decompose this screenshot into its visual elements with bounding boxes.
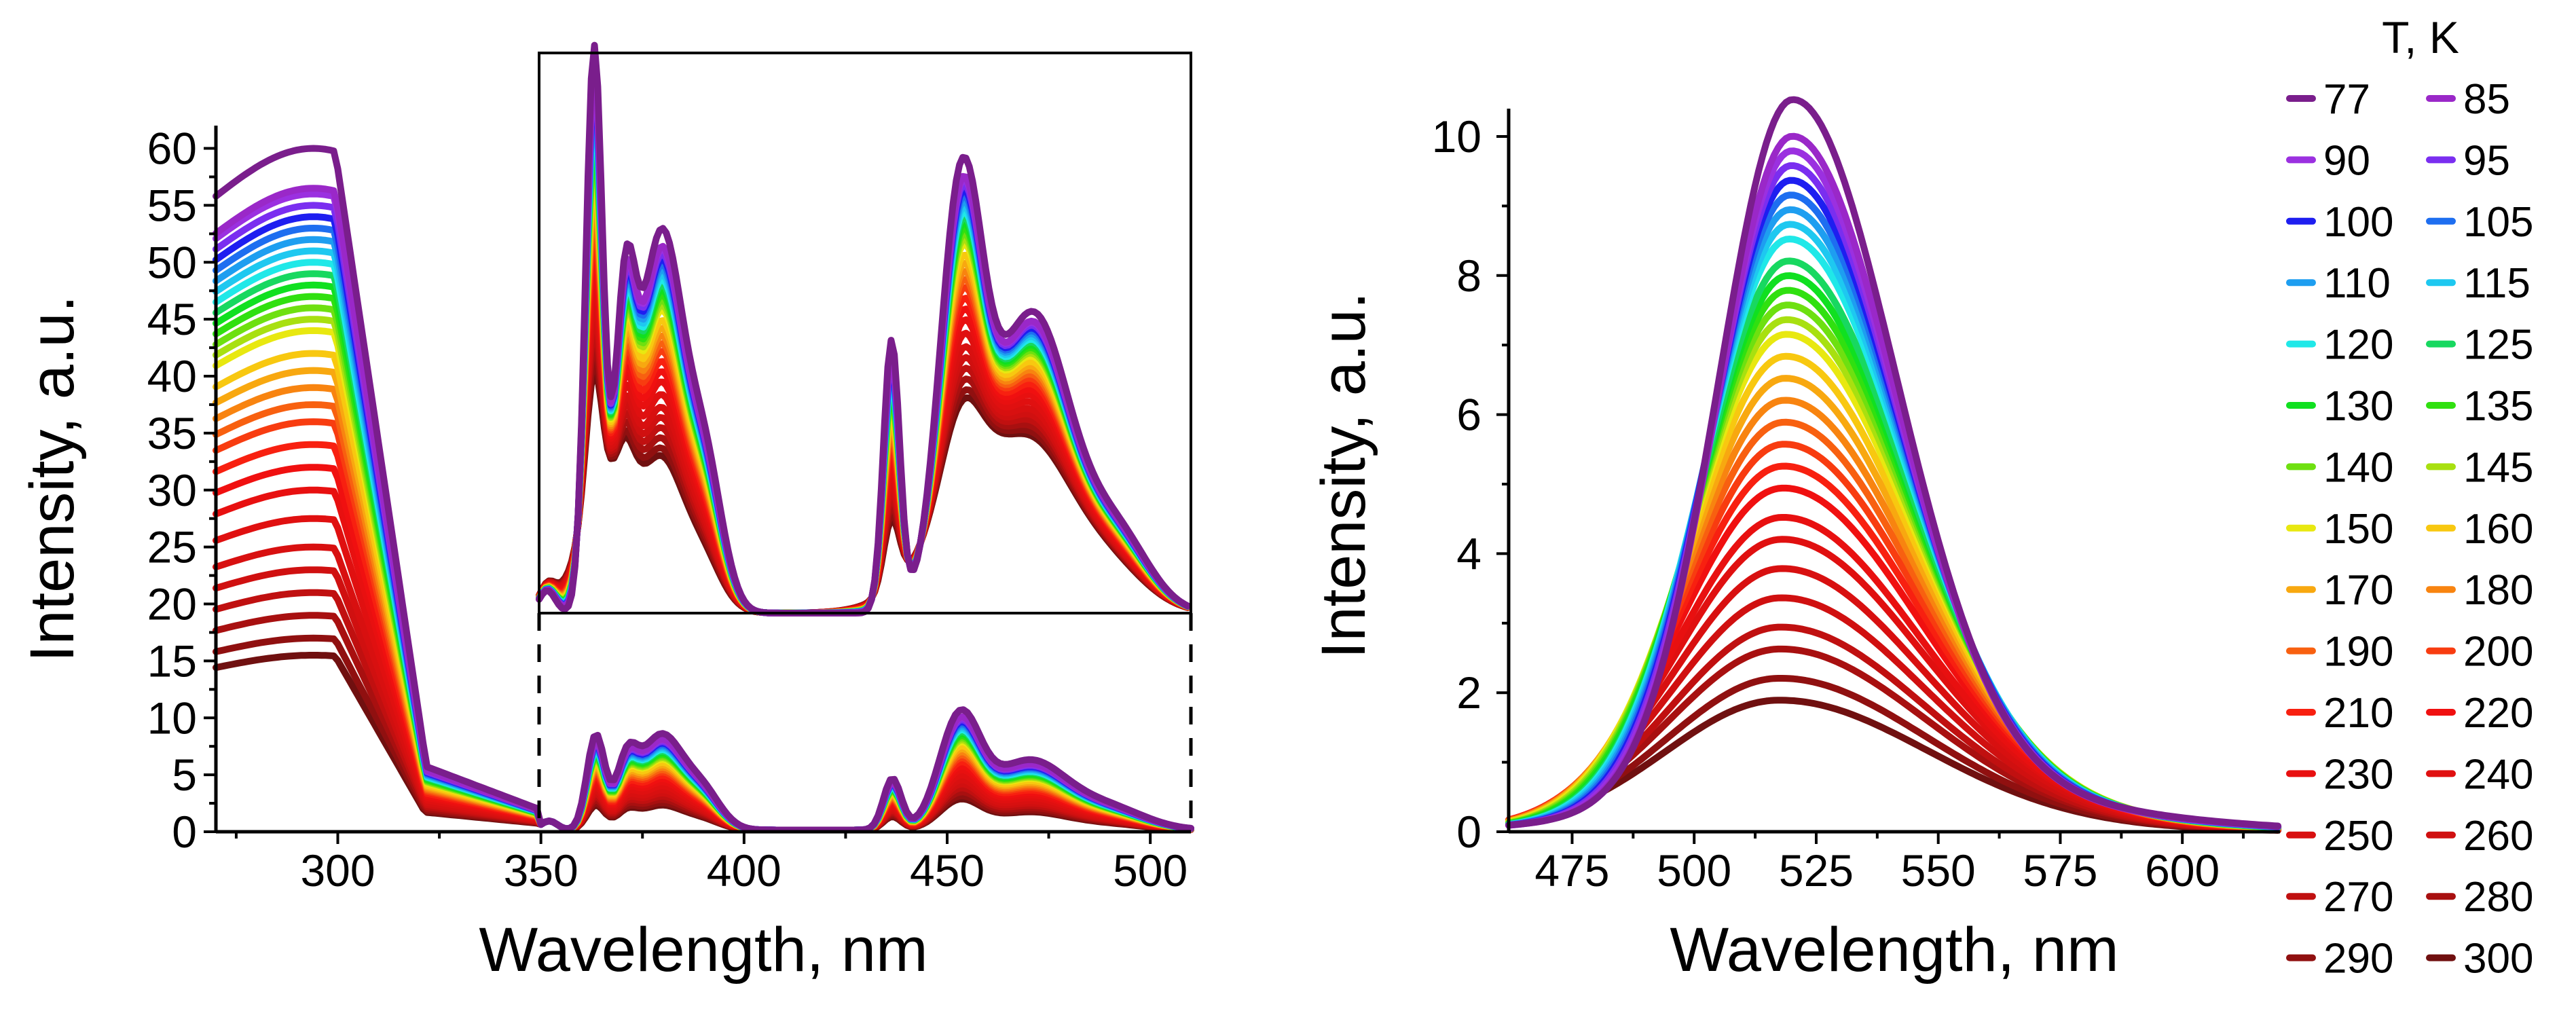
emission-y-tick-label: 6 (1456, 390, 1482, 440)
legend: T, K 77 85 90 95 100 105 110 115 120 125 130 135 140… (2286, 12, 2533, 982)
excitation-y-tick-label: 25 (147, 522, 197, 572)
excitation-ticks: 0 5 10 15 20 25 30 35 40 45 50 55 60 300 350 400 450 500 (147, 124, 1188, 896)
excitation-y-tick-label: 35 (147, 408, 197, 458)
legend-label-115: 115 (2463, 260, 2531, 307)
excitation-y-tick-label: 60 (147, 124, 197, 174)
legend-label-145: 145 (2463, 444, 2533, 491)
emission-ticks: 0 2 4 6 8 10 475 500 525 550 575 600 (1432, 111, 2245, 896)
excitation-x-tick-label: 400 (707, 845, 781, 896)
legend-label-125: 125 (2463, 322, 2533, 369)
excitation-curve-77 (213, 145, 1194, 834)
legend-label-85: 85 (2463, 76, 2510, 123)
excitation-curves (213, 145, 1194, 834)
legend-label-130: 130 (2323, 383, 2393, 430)
emission-x-tick-label: 475 (1534, 845, 1609, 896)
emission-y-tick-label: 4 (1456, 528, 1482, 578)
emission-curves (1505, 96, 2282, 834)
legend-label-300: 300 (2463, 936, 2533, 982)
excitation-y-tick-label: 55 (147, 180, 197, 230)
excitation-x-tick-label: 350 (504, 845, 578, 896)
legend-label-105: 105 (2463, 199, 2533, 246)
legend-label-250: 250 (2323, 813, 2393, 860)
excitation-y-tick-label: 30 (147, 465, 197, 515)
legend-label-160: 160 (2463, 506, 2533, 553)
legend-label-120: 120 (2323, 322, 2393, 369)
legend-label-140: 140 (2323, 444, 2393, 491)
excitation-y-tick-label: 20 (147, 579, 197, 629)
emission-x-tick-label: 575 (2023, 845, 2097, 896)
excitation-y-tick-label: 15 (147, 636, 197, 686)
legend-label-100: 100 (2323, 199, 2393, 246)
emission-x-tick-label: 550 (1901, 845, 1976, 896)
legend-label-150: 150 (2323, 506, 2393, 553)
legend-label-180: 180 (2463, 567, 2533, 614)
emission-y-tick-label: 10 (1432, 111, 1482, 162)
emission-y-tick-label: 0 (1456, 807, 1482, 857)
inset-frame (538, 52, 1192, 614)
legend-entries: 77 85 90 95 100 105 110 115 120 125 130 135 140 145 15… (2286, 76, 2533, 982)
emission-y-tick-label: 2 (1456, 667, 1482, 718)
legend-label-190: 190 (2323, 629, 2393, 676)
emission-x-tick-label: 600 (2145, 845, 2220, 896)
emission-x-tick-label: 525 (1779, 845, 1854, 896)
excitation-y-tick-label: 10 (147, 693, 197, 743)
emission-x-axis-label: Wavelength, nm (1670, 915, 2118, 985)
legend-label-240: 240 (2463, 751, 2533, 798)
legend-label-95: 95 (2463, 137, 2510, 184)
legend-label-260: 260 (2463, 813, 2533, 860)
legend-label-210: 210 (2323, 690, 2393, 737)
legend-label-280: 280 (2463, 874, 2533, 921)
legend-label-230: 230 (2323, 751, 2393, 798)
legend-label-135: 135 (2463, 383, 2533, 430)
legend-label-290: 290 (2323, 936, 2393, 982)
emission-curve-77 (1505, 96, 2282, 830)
excitation-y-tick-label: 0 (172, 807, 197, 857)
excitation-y-tick-label: 5 (172, 750, 197, 800)
legend-label-77: 77 (2323, 76, 2370, 123)
emission-x-tick-label: 500 (1657, 845, 1731, 896)
excitation-x-tick-label: 300 (300, 845, 375, 896)
excitation-y-axis-label: Intensity, a.u. (18, 295, 87, 662)
legend-label-220: 220 (2463, 690, 2533, 737)
excitation-y-tick-label: 45 (147, 294, 197, 344)
emission-y-axis-label: Intensity, a.u. (1309, 292, 1378, 659)
legend-label-170: 170 (2323, 567, 2393, 614)
emission-y-tick-label: 8 (1456, 251, 1482, 301)
emission-panel: 0 2 4 6 8 10 475 500 525 550 575 600 Wavelength, nm… (1309, 96, 2282, 985)
legend-label-110: 110 (2323, 260, 2391, 307)
legend-label-270: 270 (2323, 874, 2393, 921)
excitation-x-tick-label: 450 (910, 845, 985, 896)
legend-title: T, K (2382, 12, 2459, 62)
legend-label-200: 200 (2463, 629, 2533, 676)
legend-label-90: 90 (2323, 137, 2370, 184)
excitation-y-tick-label: 50 (147, 237, 197, 287)
inset-curves (536, 41, 1192, 617)
excitation-x-axis-label: Wavelength, nm (479, 915, 927, 985)
excitation-x-tick-label: 500 (1113, 845, 1188, 896)
excitation-y-tick-label: 40 (147, 351, 197, 401)
